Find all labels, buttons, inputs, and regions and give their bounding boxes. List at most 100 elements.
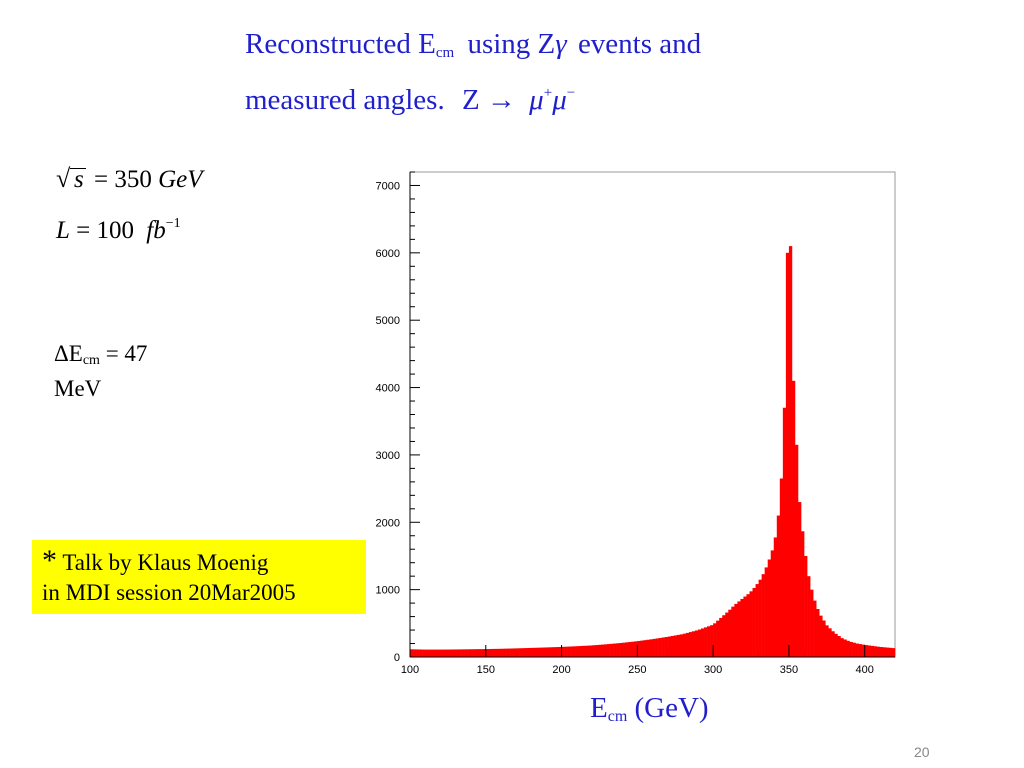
y-tick-label-1: 1000: [376, 585, 400, 597]
histogram-bar-19: [467, 649, 471, 657]
histogram-bar-82: [658, 637, 662, 657]
delta-ecm-unit: MeV: [54, 376, 102, 401]
histogram-bar-39: [528, 647, 532, 657]
y-tick-label-5: 5000: [376, 315, 400, 327]
histogram-bar-78: [646, 639, 650, 657]
x-axis-title: Ecm (GeV): [590, 692, 709, 726]
histogram-bar-146: [852, 642, 856, 657]
x-tick-label-6: 400: [856, 664, 874, 676]
histogram-bar-80: [652, 638, 656, 657]
sqrt-s-var: s: [74, 166, 84, 193]
histogram-bar-54: [573, 646, 578, 657]
histogram-bar-72: [628, 642, 632, 657]
histogram-bar-49: [558, 646, 562, 657]
histogram-bar-131: [807, 576, 811, 657]
histogram-bar-58: [585, 645, 590, 657]
histogram-bar-137: [825, 625, 829, 657]
histogram-bar-34: [513, 648, 517, 657]
histogram-bar-17: [461, 649, 465, 657]
histogram-bar-134: [816, 609, 820, 657]
histogram-bar-32: [507, 648, 511, 657]
histogram-bar-44: [543, 647, 547, 657]
histogram-bar-16: [458, 649, 462, 657]
histogram-bar-4: [422, 649, 426, 657]
histogram-bar-159: [891, 648, 896, 657]
lumi-value: = 100: [76, 217, 135, 244]
histogram-bar-99: [710, 625, 714, 657]
title-gamma: γ: [555, 28, 567, 60]
histogram-bar-128: [798, 502, 802, 657]
slide-title-line-2: measured angles. Z → μ+μ−: [245, 84, 575, 117]
histogram-bar-98: [707, 626, 711, 657]
histogram-bar-109: [740, 598, 744, 657]
histogram-bar-144: [846, 640, 850, 657]
histogram-bar-115: [758, 579, 762, 657]
sqrt-bar: [70, 168, 86, 169]
histogram-bar-52: [567, 646, 571, 657]
histogram-bar-12: [446, 649, 450, 657]
histogram-bars: [410, 246, 896, 657]
histogram-bar-11: [443, 649, 447, 657]
histogram-bar-45: [546, 647, 550, 657]
histogram-bar-50: [561, 646, 565, 657]
histogram-bar-55: [576, 646, 581, 657]
histogram-bar-74: [634, 641, 638, 657]
y-tick-label-0: 0: [394, 652, 400, 664]
histogram-bar-103: [722, 615, 726, 657]
histogram-bar-154: [876, 646, 881, 657]
sqrt-s-formula: √ s = 350 GeV: [56, 164, 203, 194]
histogram-bar-143: [843, 639, 847, 657]
lumi-var: L: [56, 217, 70, 244]
x-tick-label-2: 200: [552, 664, 570, 676]
sqrt-icon: √: [56, 164, 71, 193]
talk-note-box: * Talk by Klaus Moenig in MDI session 20…: [32, 540, 366, 614]
histogram-bar-63: [600, 644, 605, 657]
title-sup-plus: +: [543, 85, 553, 101]
histogram-bar-155: [879, 647, 884, 657]
histogram-bar-84: [664, 637, 668, 657]
histogram-bar-6: [428, 649, 432, 657]
title-mu-minus: μ: [552, 84, 567, 116]
sqrt-s-unit: GeV: [158, 166, 203, 193]
histogram-bar-158: [888, 647, 893, 657]
histogram-bar-70: [622, 642, 626, 657]
histogram-bar-9: [437, 649, 441, 657]
sqrt-sign-group: √ s: [56, 164, 86, 194]
ecm-histogram: 0 1000 2000 3000 4000 5000 6000 7000 100 150 200 2…: [376, 171, 896, 676]
histogram-bar-75: [637, 640, 641, 657]
histogram-bar-51: [564, 646, 568, 657]
x-tick-label-0: 100: [401, 664, 419, 676]
histogram-bar-150: [864, 645, 869, 657]
histogram-bar-28: [494, 648, 499, 657]
y-tick-label-4: 4000: [376, 383, 400, 395]
histogram-bar-157: [885, 647, 890, 657]
title-text-events: events and: [577, 28, 702, 60]
y-tick-label-7: 7000: [376, 180, 400, 192]
histogram-bar-122: [779, 478, 784, 657]
histogram-bar-56: [579, 645, 584, 657]
histogram-bar-66: [610, 643, 614, 657]
histogram-bar-148: [858, 644, 862, 657]
histogram-bar-68: [616, 643, 620, 657]
histogram-bar-15: [455, 649, 459, 657]
histogram-bar-38: [525, 648, 529, 657]
histogram-bar-153: [873, 646, 878, 657]
delta-ecm-value: = 47: [105, 341, 148, 366]
histogram-bar-151: [867, 645, 872, 657]
histogram-bar-57: [582, 645, 587, 657]
x-axis-title-rest: (GeV): [627, 692, 709, 724]
title-text-using: using Z: [467, 28, 556, 60]
histogram-bar-116: [761, 574, 765, 657]
histogram-bar-79: [649, 639, 653, 657]
y-tick-label-6: 6000: [376, 248, 400, 260]
histogram-bar-132: [810, 589, 814, 657]
histogram-bar-126: [791, 380, 796, 657]
histogram-bar-110: [743, 596, 747, 657]
x-tick-label-3: 250: [628, 664, 646, 676]
histogram-bar-67: [613, 643, 617, 657]
histogram-bar-147: [855, 643, 859, 657]
histogram-bar-31: [503, 648, 508, 657]
delta-ecm-sub: cm: [82, 353, 100, 368]
histogram-bar-3: [419, 649, 423, 657]
x-axis-title-sub: cm: [607, 708, 628, 725]
